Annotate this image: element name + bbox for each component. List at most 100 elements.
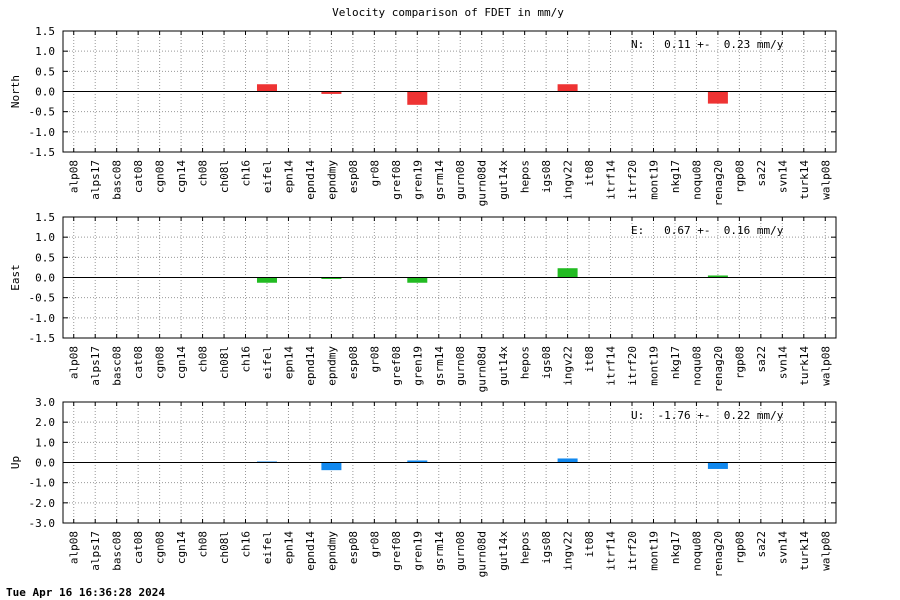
y-tick-label: -2.0: [29, 497, 56, 510]
bar-epndmy: [321, 462, 342, 471]
x-tick-label: noqu08: [690, 160, 703, 200]
panel-up: 3.0 2.0 1.0 0.0 -1.0 -2.0 -3.0 alp08 alps17 basc0…: [9, 396, 837, 577]
bar-eifel: [256, 84, 277, 92]
y-tick-label: 1.0: [35, 45, 55, 58]
x-tick-label: ch16: [240, 531, 253, 558]
x-tick-label: walp08: [819, 531, 832, 571]
stats-annotation: U: -1.76 +- 0.22 mm/y: [631, 409, 784, 422]
x-tick-label: itrf20: [626, 531, 639, 571]
x-tick-label: cat08: [132, 160, 145, 193]
x-tick-label: eifel: [261, 531, 274, 564]
x-tick-label: gren19: [411, 531, 424, 571]
x-tick-label: mont19: [647, 346, 660, 386]
x-tick-label: ch16: [240, 160, 253, 187]
x-tick-label: noqu08: [690, 346, 703, 386]
x-tick-label: epndmy: [325, 531, 338, 571]
y-tick-label: 0.0: [35, 272, 55, 285]
x-tick-label: itrf14: [605, 531, 618, 571]
x-tick-label: walp08: [819, 346, 832, 386]
y-tick-label: 2.0: [35, 416, 55, 429]
x-tick-label: nkg17: [669, 160, 682, 193]
x-tick-label: alp08: [68, 531, 81, 564]
x-tick-label: itrf14: [605, 346, 618, 386]
y-tick-label: 1.5: [35, 25, 55, 38]
x-tick-label: gref08: [390, 160, 403, 200]
x-tick-label: epn14: [282, 160, 295, 193]
x-tick-label: rgp08: [733, 160, 746, 193]
y-tick-label: -3.0: [29, 517, 56, 530]
bar-ingv22: [557, 458, 578, 463]
x-tick-label: epn14: [282, 346, 295, 379]
bar-renag20: [707, 275, 728, 278]
bar-ingv22: [557, 84, 578, 92]
x-tick-label: esp08: [347, 531, 360, 564]
x-tick-label: ch08l: [218, 531, 231, 564]
x-tick-label: gr08: [368, 160, 381, 187]
bar-gren19: [407, 91, 428, 105]
plot-frame: [62, 30, 837, 153]
x-tick-label: gut14x: [497, 346, 510, 386]
chart-title: Velocity comparison of FDET in mm/y: [332, 6, 564, 19]
y-tick-label: 0.0: [35, 86, 55, 99]
x-tick-label: alp08: [68, 346, 81, 379]
x-tick-label: svn14: [776, 531, 789, 564]
x-tick-label: svn14: [776, 160, 789, 193]
y-tick-label: 0.5: [35, 65, 55, 78]
x-tick-label: igs08: [540, 160, 553, 193]
y-tick-label: 1.5: [35, 211, 55, 224]
x-tick-label: gsrm14: [433, 346, 446, 386]
x-tick-label: mont19: [647, 160, 660, 200]
x-tick-label: epnd14: [304, 531, 317, 571]
y-axis-label: Up: [9, 456, 22, 469]
x-tick-label: basc08: [111, 531, 124, 571]
y-tick-label: 1.0: [35, 436, 55, 449]
x-tick-label: ch08: [197, 531, 210, 558]
x-tick-label: ingv22: [562, 531, 575, 571]
x-tick-label: rgp08: [733, 531, 746, 564]
bar-gren19: [407, 460, 428, 463]
x-tick-label: it08: [583, 346, 596, 373]
x-tick-label: noqu08: [690, 531, 703, 571]
x-tick-label: gref08: [390, 346, 403, 386]
x-tick-label: turk14: [798, 531, 811, 571]
x-tick-label: gurn08d: [476, 160, 489, 206]
y-axis-label: North: [9, 75, 22, 108]
x-tick-label: gref08: [390, 531, 403, 571]
x-tick-label: cat08: [132, 531, 145, 564]
x-tick-label: igs08: [540, 346, 553, 379]
x-tick-label: cgn08: [154, 160, 167, 193]
x-tick-label: ch16: [240, 346, 253, 373]
x-tick-label: alps17: [89, 346, 102, 386]
x-tick-label: walp08: [819, 160, 832, 200]
x-tick-label: ch08: [197, 346, 210, 373]
plot-frame: [62, 216, 837, 339]
x-tick-label: itrf14: [605, 160, 618, 200]
x-tick-label: rgp08: [733, 346, 746, 379]
x-tick-label: gsrm14: [433, 160, 446, 200]
x-tick-label: alps17: [89, 160, 102, 200]
x-tick-label: gut14x: [497, 531, 510, 571]
bar-epndmy: [321, 91, 342, 94]
x-tick-label: hepos: [519, 346, 532, 379]
x-tick-label: ch08: [197, 160, 210, 187]
x-tick-label: alps17: [89, 531, 102, 571]
x-tick-label: nkg17: [669, 346, 682, 379]
x-tick-label: itrf20: [626, 346, 639, 386]
x-tick-label: ingv22: [562, 160, 575, 200]
x-tick-label: renag20: [712, 531, 725, 577]
x-tick-label: gren19: [411, 160, 424, 200]
y-tick-label: -1.0: [29, 477, 56, 490]
panel-east: 1.5 1.0 0.5 0.0 -0.5 -1.0 -1.5 alp08 alps17 basc0…: [9, 211, 837, 392]
y-tick-label: -0.5: [29, 106, 56, 119]
y-tick-label: 3.0: [35, 396, 55, 409]
x-tick-label: basc08: [111, 160, 124, 200]
x-tick-label: sa22: [755, 531, 768, 558]
x-tick-label: itrf20: [626, 160, 639, 200]
x-tick-label: it08: [583, 531, 596, 558]
x-tick-label: cat08: [132, 346, 145, 379]
x-tick-label: cgn14: [175, 531, 188, 564]
x-tick-label: turk14: [798, 346, 811, 386]
x-tick-label: esp08: [347, 346, 360, 379]
panel-north: 1.5 1.0 0.5 0.0 -0.5 -1.0 -1.5 alp08 alps17 basc0…: [9, 25, 837, 206]
